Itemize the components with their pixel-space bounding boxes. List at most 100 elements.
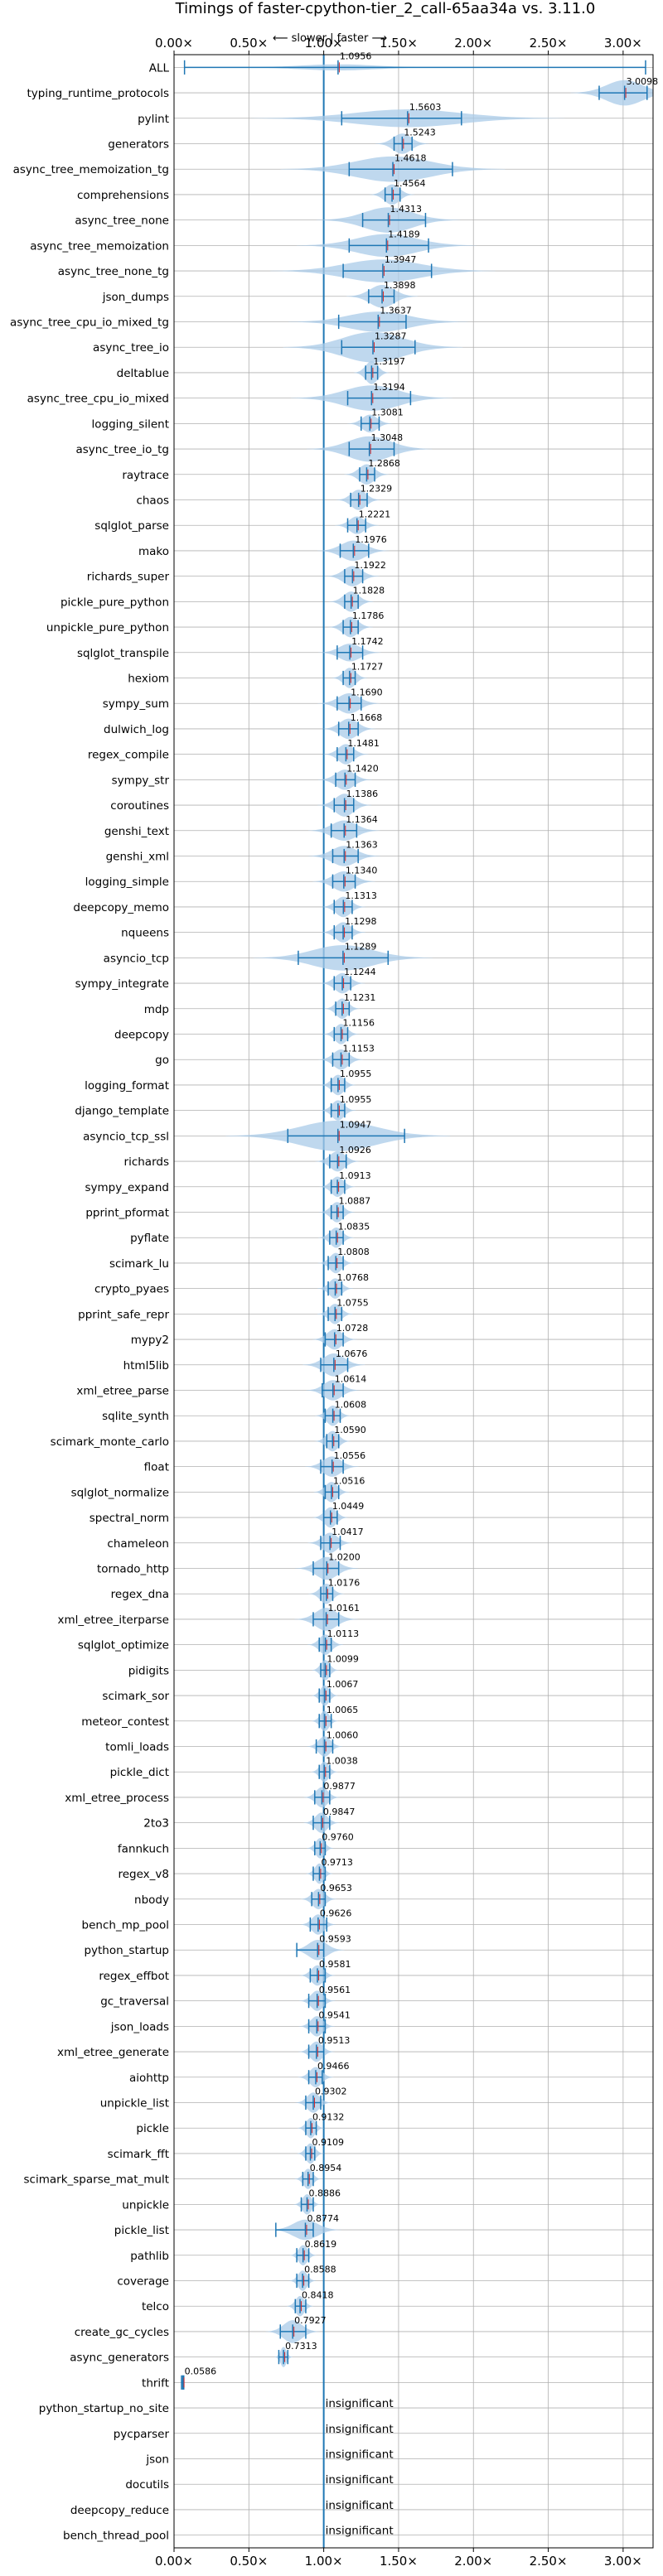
benchmark-label: async_tree_none (75, 215, 169, 228)
data-label: 0.7313 (285, 2341, 317, 2352)
benchmark-label: pathlib (130, 2250, 169, 2263)
x-axis-top: 0.00× 0.50× 1.00× 1.50× 2.00× 2.50× 3.00× (155, 36, 642, 55)
benchmark-label: pprint_safe_repr (78, 1308, 169, 1321)
benchmark-label: comprehensions (77, 189, 169, 202)
data-label: 1.0676 (336, 1348, 368, 1359)
data-label: 1.3197 (373, 356, 405, 367)
data-label: 1.1313 (345, 890, 377, 901)
benchmark-label: async_tree_io (93, 341, 169, 355)
benchmark-label: pickle_pure_python (60, 596, 169, 609)
data-label: 0.8886 (309, 2188, 341, 2199)
benchmark-label: gc_traversal (100, 1995, 169, 2009)
benchmark-label: unpickle_list (100, 2097, 169, 2110)
benchmark-label: coroutines (110, 799, 169, 813)
benchmark-label: deepcopy_memo (73, 901, 169, 914)
benchmark-label: richards_super (87, 571, 170, 584)
data-label: 1.0887 (339, 1196, 371, 1207)
data-label: 1.1244 (344, 967, 376, 977)
benchmark-label: mypy2 (131, 1334, 169, 1347)
data-label: 1.4564 (394, 178, 426, 189)
data-label: 1.0728 (336, 1323, 369, 1334)
benchmark-label: mako (138, 545, 169, 558)
data-label: 1.1828 (353, 586, 385, 596)
benchmark-label: coverage (117, 2275, 169, 2289)
benchmark-label: async_generators (70, 2352, 169, 2365)
data-label: 1.0835 (338, 1221, 370, 1232)
benchmark-label: logging_format (85, 1079, 169, 1093)
benchmark-label: scimark_sor (102, 1690, 169, 1703)
benchmark-label: meteor_contest (81, 1715, 169, 1729)
benchmark-label: sympy_integrate (75, 977, 169, 991)
benchmark-label: sqlglot_parse (94, 519, 169, 533)
row-labels: ALL 1.0956 typing_runtime_protocols 3.0098 p… (10, 51, 658, 2543)
benchmark-label: pickle_list (114, 2224, 169, 2237)
benchmark-label: regex_v8 (118, 1868, 169, 1881)
x-axis-bottom: 0.00× 0.50× 1.00× 1.50× 2.00× 2.50× 3.00× (155, 2548, 642, 2569)
benchmark-label: logging_simple (85, 876, 169, 889)
x-tick-label: 2.00× (454, 36, 492, 51)
benchmark-label: sqlglot_optimize (78, 1639, 169, 1652)
data-label: 1.0067 (327, 1679, 359, 1690)
benchmark-label: pprint_pformat (85, 1207, 169, 1220)
data-label: 1.0608 (335, 1399, 367, 1410)
data-label: 0.8619 (305, 2239, 337, 2250)
data-label: 1.0955 (340, 1094, 372, 1105)
data-label: 1.0947 (340, 1120, 372, 1131)
data-label: 1.2868 (368, 458, 400, 469)
data-label: 1.1668 (351, 712, 383, 723)
benchmark-label: python_startup_no_site (39, 2402, 169, 2415)
benchmark-label: telco (142, 2300, 169, 2313)
benchmark-label: async_tree_cpu_io_mixed (27, 393, 169, 406)
data-label: 1.4313 (390, 204, 423, 215)
benchmark-label: tomli_loads (105, 1741, 169, 1754)
benchmark-label: json_dumps (102, 291, 169, 304)
insignificant-label: insignificant (326, 2423, 394, 2436)
benchmark-label: scimark_monte_carlo (51, 1435, 169, 1449)
data-label: 1.1231 (344, 992, 376, 1003)
data-label: 1.0956 (340, 51, 372, 62)
data-label: 1.0808 (337, 1247, 370, 1257)
benchmark-label: float (144, 1461, 169, 1474)
x-tick-label: 2.50× (530, 36, 568, 51)
benchmark-label: fannkuch (118, 1842, 169, 1855)
data-label: 1.0516 (333, 1476, 365, 1487)
data-label: 1.1786 (352, 610, 385, 621)
benchmark-label: sympy_str (112, 774, 170, 787)
benchmark-label: python_startup (84, 1944, 169, 1957)
benchmark-label: hexiom (128, 673, 169, 686)
data-label: 1.3898 (384, 280, 416, 291)
data-label: 1.1153 (342, 1043, 375, 1054)
data-label: 0.8588 (304, 2265, 336, 2275)
data-label: 1.0417 (332, 1527, 364, 1537)
benchmark-label: raytrace (122, 469, 169, 482)
data-label: 0.9581 (319, 1959, 351, 1970)
data-label: 1.0590 (334, 1425, 366, 1435)
benchmark-label: deepcopy (114, 1029, 169, 1042)
data-label: 1.1363 (346, 840, 378, 851)
data-label: 1.1289 (345, 942, 377, 953)
data-label: 0.9626 (320, 1908, 352, 1919)
data-label: 1.0065 (327, 1705, 359, 1715)
benchmark-label: xml_etree_generate (57, 2046, 169, 2059)
data-label: 1.1481 (347, 738, 380, 749)
benchmark-label: logging_silent (92, 417, 169, 431)
data-label: 0.9877 (323, 1781, 356, 1792)
benchmark-label: sympy_sum (103, 697, 169, 711)
data-label: 1.3194 (373, 382, 405, 393)
benchmark-label: bench_mp_pool (82, 1919, 169, 1932)
benchmark-label: pylint (138, 113, 169, 126)
x-tick-label: 1.00× (305, 2554, 343, 2569)
data-label: 1.3081 (371, 408, 404, 418)
x-tick-label: 0.50× (230, 36, 268, 51)
x-tick-label: 3.00× (604, 2554, 642, 2569)
data-label: 1.3048 (371, 432, 404, 443)
plot-frame (173, 54, 654, 2549)
insignificant-label: insignificant (326, 2448, 394, 2462)
data-label: 0.9653 (320, 1883, 352, 1893)
benchmark-label: pickle_dict (110, 1766, 169, 1779)
data-label: 0.9466 (317, 2061, 350, 2072)
benchmark-label: sqlglot_normalize (71, 1486, 169, 1499)
data-label: 0.9302 (315, 2086, 347, 2097)
data-label: 1.1742 (351, 636, 384, 647)
data-label: 1.1690 (351, 687, 383, 697)
